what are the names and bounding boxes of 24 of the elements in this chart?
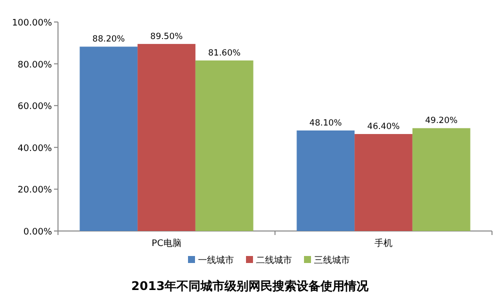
legend-label: 一线城市: [198, 255, 234, 266]
y-tick-label: 60.00%: [18, 102, 52, 112]
y-tick-label: 0.00%: [23, 228, 52, 238]
x-tick-label: PC电脑: [152, 238, 182, 249]
data-label: 81.60%: [208, 48, 241, 58]
legend-label: 三线城市: [314, 255, 350, 266]
legend-label: 二线城市: [256, 255, 292, 266]
y-tick-label: 100.00%: [12, 18, 52, 28]
y-tick-label: 20.00%: [18, 186, 52, 196]
data-label: 49.20%: [425, 116, 458, 126]
bar: [412, 128, 470, 231]
text: 2013年不同城市级别网民搜索设备使用情况: [131, 279, 370, 293]
data-label: 48.10%: [309, 118, 342, 128]
bar: [80, 46, 138, 231]
data-label: 46.40%: [367, 122, 400, 132]
x-tick-label: 手机: [374, 238, 392, 249]
y-tick-label: 40.00%: [18, 144, 52, 154]
bar: [296, 130, 355, 231]
bar: [195, 60, 254, 231]
bar: [138, 44, 196, 231]
y-tick-label: 80.00%: [18, 60, 52, 70]
data-label: 88.20%: [92, 34, 125, 45]
bar: [354, 134, 412, 231]
data-label: 89.50%: [150, 32, 183, 42]
